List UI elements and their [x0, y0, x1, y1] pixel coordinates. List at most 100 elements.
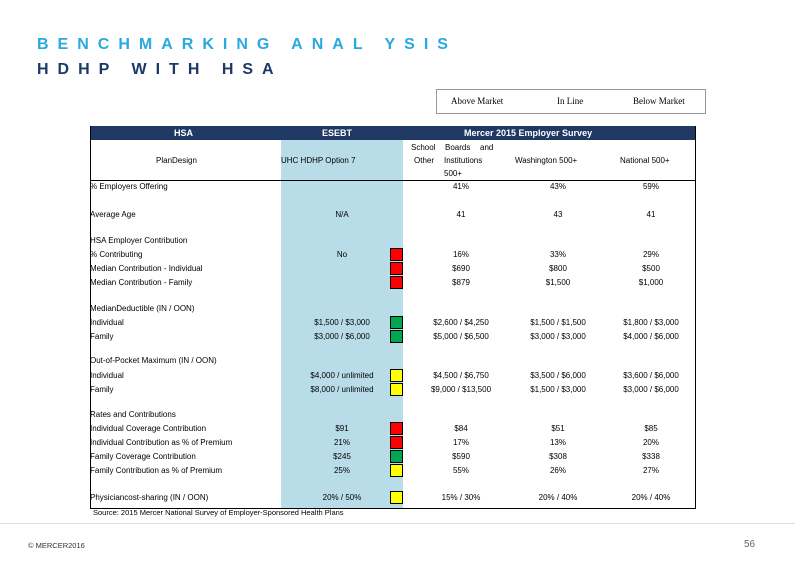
status-indicator: [390, 262, 403, 275]
status-indicator: [390, 369, 403, 382]
status-indicator: [390, 383, 403, 396]
cell-school: $879: [452, 278, 470, 287]
cell-label: Individual Contribution as % of Premium: [90, 438, 233, 447]
cell-esebt: $245: [333, 452, 351, 461]
cell-label: HSA Employer Contribution: [90, 236, 188, 245]
table-right-border: [695, 126, 696, 508]
subheader-plan-design: PlanDesign: [156, 156, 197, 165]
title-line1: BENCHMARKING ANAL YSIS: [37, 36, 457, 53]
cell-school: 41: [456, 210, 466, 219]
cell-esebt: 25%: [333, 466, 350, 475]
legend-box: Above Market In Line Below Market: [436, 89, 706, 114]
cell-label: MedianDeductible (IN / OON): [90, 304, 195, 313]
cell-school: $4,500 / $6,750: [433, 371, 489, 380]
status-indicator: [390, 276, 403, 289]
cell-wash: $1,500 / $3,000: [530, 385, 586, 394]
subheader-500: 500+: [444, 169, 463, 178]
status-indicator: [390, 316, 403, 329]
subheader-washington: Washington 500+: [515, 156, 578, 165]
cell-school: $5,000 / $6,500: [433, 332, 489, 341]
cell-wash: $3,500 / $6,000: [530, 371, 586, 380]
title-line2: HDHP WITH HSA: [37, 61, 283, 78]
header-hsa: HSA: [174, 128, 194, 138]
cell-label: Out-of-Pocket Maximum (IN / OON): [90, 356, 217, 365]
cell-label: Individual: [90, 371, 124, 380]
esebt-column: [281, 140, 403, 508]
cell-esebt: No: [336, 250, 348, 259]
cell-nat: $3,600 / $6,000: [623, 371, 679, 380]
cell-nat: $1,000: [638, 278, 664, 287]
subheader-national: National 500+: [620, 156, 670, 165]
subheader-boards: Boards: [445, 143, 471, 152]
legend-above: Above Market: [451, 96, 504, 106]
cell-label: Median Contribution - Individual: [90, 264, 203, 273]
subheader-and: and: [480, 143, 494, 152]
cell-esebt: $8,000 / unlimited: [310, 385, 374, 394]
cell-wash: 43%: [549, 182, 566, 191]
table-header: HSA ESEBT Mercer 2015 Employer Survey: [90, 126, 696, 140]
table-bottom: [90, 508, 696, 509]
cell-wash: 26%: [549, 466, 566, 475]
cell-nat: 41: [646, 210, 656, 219]
header-divider: [90, 180, 696, 181]
cell-esebt: $4,000 / unlimited: [310, 371, 374, 380]
cell-label: Family Coverage Contribution: [90, 452, 196, 461]
cell-school: $9,000 / $13,500: [430, 385, 492, 394]
cell-nat: 20% / 40%: [631, 493, 671, 502]
status-indicator: [390, 436, 403, 449]
source-note: Source: 2015 Mercer National Survey of E…: [93, 508, 344, 517]
status-indicator: [390, 450, 403, 463]
cell-esebt: 21%: [333, 438, 350, 447]
cell-label: Rates and Contributions: [90, 410, 176, 419]
cell-school: $84: [454, 424, 468, 433]
cell-nat: 59%: [642, 182, 659, 191]
cell-nat: 29%: [642, 250, 659, 259]
cell-esebt: N/A: [335, 210, 349, 219]
cell-label: Family: [90, 385, 114, 394]
legend-inline: In Line: [557, 96, 584, 106]
cell-wash: $1,500: [545, 278, 571, 287]
cell-nat: $338: [642, 452, 660, 461]
cell-nat: 20%: [642, 438, 659, 447]
cell-label: Family Contribution as % of Premium: [90, 466, 223, 475]
cell-school: $590: [452, 452, 470, 461]
footer-divider: [0, 523, 795, 524]
cell-label: Physiciancost-sharing (IN / OON): [90, 493, 209, 502]
subheader-uhc: UHC HDHP Option 7: [281, 156, 356, 165]
status-indicator: [390, 491, 403, 504]
benchmark-table: HSA ESEBT Mercer 2015 Employer Survey Pl…: [90, 126, 696, 509]
cell-nat: $500: [642, 264, 660, 273]
header-mercer: Mercer 2015 Employer Survey: [464, 128, 593, 138]
cell-label: Family: [90, 332, 114, 341]
cell-wash: $3,000 / $3,000: [530, 332, 586, 341]
cell-school: 15% / 30%: [441, 493, 481, 502]
cell-nat: 27%: [642, 466, 659, 475]
cell-wash: 43: [553, 210, 563, 219]
cell-wash: $308: [549, 452, 567, 461]
cell-nat: $3,000 / $6,000: [623, 385, 679, 394]
status-indicator: [390, 330, 403, 343]
cell-label: Average Age: [90, 210, 136, 219]
cell-school: 41%: [452, 182, 469, 191]
cell-school: 55%: [452, 466, 469, 475]
cell-label: Individual Coverage Contribution: [90, 424, 207, 433]
subheader-school: School: [411, 143, 436, 152]
table-left-border: [90, 126, 91, 508]
cell-wash: $1,500 / $1,500: [530, 318, 586, 327]
cell-label: % Employers Offering: [90, 182, 168, 191]
page-number: 56: [744, 539, 756, 550]
cell-esebt: $1,500 / $3,000: [314, 318, 370, 327]
cell-wash: $51: [551, 424, 565, 433]
cell-esebt: $91: [335, 424, 349, 433]
header-esebt: ESEBT: [322, 128, 353, 138]
status-indicator: [390, 422, 403, 435]
legend-below: Below Market: [633, 96, 685, 106]
cell-school: 17%: [452, 438, 469, 447]
cell-label: % Contributing: [90, 250, 143, 259]
cell-label: Individual: [90, 318, 124, 327]
status-indicator: [390, 464, 403, 477]
cell-wash: 13%: [549, 438, 566, 447]
cell-school: $690: [452, 264, 470, 273]
cell-nat: $85: [644, 424, 658, 433]
cell-wash: 33%: [549, 250, 566, 259]
